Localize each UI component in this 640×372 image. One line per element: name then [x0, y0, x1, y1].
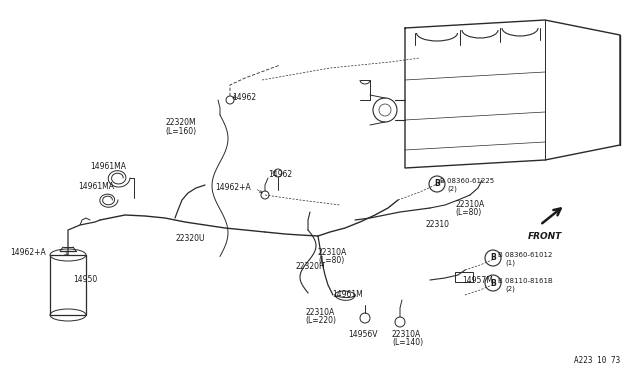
Text: 14950: 14950	[73, 275, 97, 284]
Text: 14962: 14962	[232, 93, 256, 102]
Text: 14961MA: 14961MA	[78, 182, 114, 191]
Text: 14961MA: 14961MA	[90, 162, 126, 171]
Text: 22310A: 22310A	[318, 248, 348, 257]
Text: (2): (2)	[505, 286, 515, 292]
Text: 14961M: 14961M	[332, 290, 363, 299]
Text: 14957M: 14957M	[462, 276, 493, 285]
Text: (1): (1)	[505, 260, 515, 266]
Text: 22320M: 22320M	[165, 118, 196, 127]
Text: (L=80): (L=80)	[455, 208, 481, 217]
Bar	[455, 272, 473, 282]
Circle shape	[429, 176, 445, 192]
Circle shape	[485, 250, 501, 266]
Text: B 08360-61225: B 08360-61225	[440, 178, 494, 184]
Text: B 08110-8161B: B 08110-8161B	[498, 278, 553, 284]
Text: (L=220): (L=220)	[305, 316, 336, 325]
Text: B 08360-61012: B 08360-61012	[498, 252, 552, 258]
Text: (L=140): (L=140)	[392, 338, 423, 347]
Text: 22320H: 22320H	[295, 262, 324, 271]
Text: 22310A: 22310A	[455, 200, 484, 209]
Text: B: B	[490, 253, 496, 263]
Text: 14962+A: 14962+A	[10, 248, 45, 257]
Text: 14962+A: 14962+A	[215, 183, 251, 192]
Text: B: B	[490, 279, 496, 288]
Text: (L=80): (L=80)	[318, 256, 344, 265]
Bar	[50, 255, 86, 315]
Text: 14956V: 14956V	[348, 330, 378, 339]
Text: A223 10 73: A223 10 73	[573, 356, 620, 365]
Text: B: B	[434, 180, 440, 189]
Text: (2): (2)	[447, 186, 457, 192]
Text: (L=160): (L=160)	[165, 127, 196, 136]
Text: 22310A: 22310A	[305, 308, 334, 317]
Text: 14962: 14962	[268, 170, 292, 179]
Text: 22320U: 22320U	[175, 234, 205, 243]
Text: 22310A: 22310A	[392, 330, 421, 339]
Text: FRONT: FRONT	[528, 232, 563, 241]
Text: 22310: 22310	[425, 220, 449, 229]
Circle shape	[485, 275, 501, 291]
